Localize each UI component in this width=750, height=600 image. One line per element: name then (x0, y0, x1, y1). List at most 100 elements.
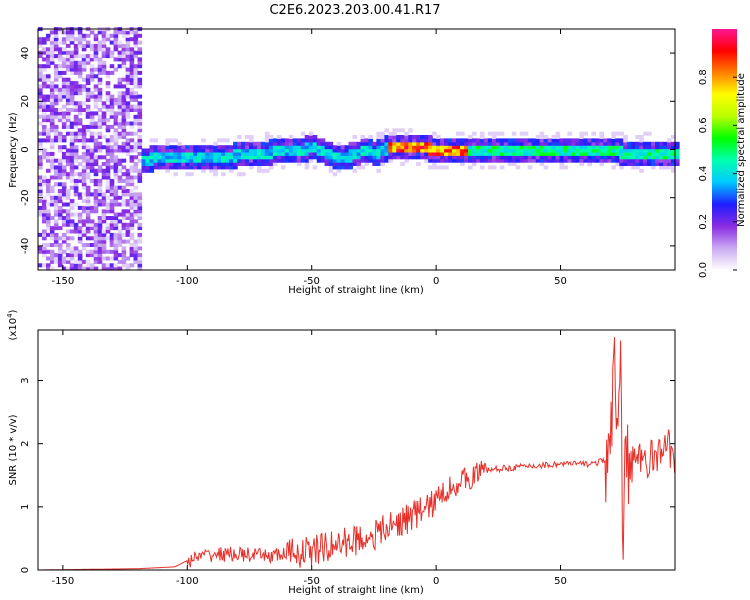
spectrogram-cell (491, 138, 497, 143)
spectrogram-cell (288, 151, 294, 156)
spectrogram-cell (65, 50, 71, 55)
spectrogram-cell (57, 118, 63, 123)
spectrogram-cell (121, 64, 127, 69)
spectrogram-cell (89, 165, 95, 170)
spectrogram-cell (312, 165, 318, 170)
spectrogram-cell (85, 195, 91, 200)
spectrogram-cell (149, 145, 155, 150)
spectrogram-cell (101, 246, 107, 251)
spectrogram-cell (137, 121, 143, 126)
spectrogram-cell (109, 135, 115, 139)
spectrogram-cell (229, 145, 234, 150)
spectrogram-cell (81, 266, 87, 271)
spectrogram-cell (340, 162, 346, 166)
spectrogram-cell (93, 259, 99, 264)
spectrogram-cell (61, 121, 67, 126)
spectrogram-cell (428, 151, 433, 156)
spectrogram-cell (380, 131, 385, 136)
spectrogram-cell (161, 151, 166, 156)
spectrogram-cell (221, 172, 226, 177)
spectrogram-cell (129, 182, 135, 187)
spectrogram-cell (46, 182, 51, 187)
spectrogram-cell (456, 155, 461, 160)
spectrogram-cell (563, 141, 569, 146)
spectrogram-cell (129, 202, 135, 207)
spectrogram-cell (129, 195, 135, 200)
spectrogram-cell (125, 77, 131, 82)
spectrogram-cell (344, 158, 350, 163)
spectrogram-cell (249, 162, 254, 166)
spectrogram-cell (121, 259, 127, 264)
spectrogram-cell (137, 111, 143, 116)
spectrogram-cell (125, 91, 131, 96)
spectrogram-cell (137, 158, 143, 163)
spectrogram-cell (260, 148, 266, 153)
spectrogram-cell (73, 50, 79, 55)
spectrogram-cell (113, 118, 119, 123)
spectrogram-cell (233, 155, 238, 160)
spectrogram-cell (57, 114, 63, 119)
spectrogram-cell (77, 263, 83, 268)
spectrogram-cell (105, 263, 111, 268)
spectrogram-cell (129, 246, 135, 251)
spectrogram-cell (456, 131, 461, 136)
spectrogram-cell (53, 54, 59, 59)
snr-x-tick-label: -100 (176, 576, 199, 587)
spectrogram-cell (257, 148, 262, 153)
spectrogram-cell (543, 151, 549, 156)
spectrogram-cell (464, 151, 469, 156)
spectrogram-cell (328, 155, 334, 160)
spectrogram-cell (372, 141, 377, 146)
spectrogram-y-tick-label: 20 (20, 95, 31, 108)
spectrogram-cell (85, 229, 91, 234)
spectrogram-cell (57, 40, 63, 45)
spectrogram-cell (579, 155, 584, 160)
spectrogram-cell (233, 165, 238, 170)
spectrogram-cell (85, 212, 91, 217)
spectrogram-cell (416, 162, 421, 166)
spectrogram-cell (85, 77, 91, 82)
spectrogram-cell (495, 145, 501, 150)
spectrogram-cell (105, 145, 111, 150)
spectrogram-cell (125, 57, 131, 62)
spectrogram-cell (117, 97, 123, 102)
spectrogram-cell (125, 172, 131, 177)
spectrogram-cell (388, 138, 393, 143)
spectrogram-cell (65, 114, 71, 119)
spectrogram-cell (559, 145, 565, 150)
spectrogram-cell (93, 209, 99, 214)
spectrogram-cell (475, 138, 481, 143)
spectrogram-cell (101, 33, 107, 38)
spectrogram-cell (472, 148, 477, 153)
spectrogram-cell (93, 121, 99, 126)
spectrogram-cell (53, 128, 59, 133)
spectrogram-cell (137, 266, 143, 271)
spectrogram-cell (241, 141, 246, 146)
spectrogram-cell (165, 138, 170, 143)
spectrogram-cell (97, 70, 103, 75)
spectrogram-cell (559, 138, 565, 143)
spectrogram-cell (201, 145, 206, 150)
spectrogram-cell (153, 145, 159, 150)
spectrogram-cell (268, 141, 274, 146)
spectrogram-cell (69, 168, 75, 173)
spectrogram-cell (46, 185, 51, 190)
spectrogram-cell (221, 155, 226, 160)
spectrogram-cell (46, 222, 51, 227)
spectrogram-cell (57, 189, 63, 193)
spectrogram-cell (260, 155, 266, 160)
spectrogram-cell (121, 192, 127, 197)
spectrogram-cell (125, 50, 131, 55)
spectrogram-cell (619, 162, 624, 166)
spectrogram-cell (73, 222, 79, 227)
spectrogram-cell (408, 148, 413, 153)
spectrogram-cell (113, 135, 119, 139)
spectrogram-cell (137, 108, 143, 112)
spectrogram-cell (97, 30, 103, 35)
spectrogram-cell (479, 155, 485, 160)
spectrogram-cell (288, 138, 294, 143)
spectrogram-cell (380, 148, 385, 153)
spectrogram-cell (400, 151, 405, 156)
spectrogram-cell (65, 67, 71, 72)
spectrogram-cell (46, 54, 51, 59)
